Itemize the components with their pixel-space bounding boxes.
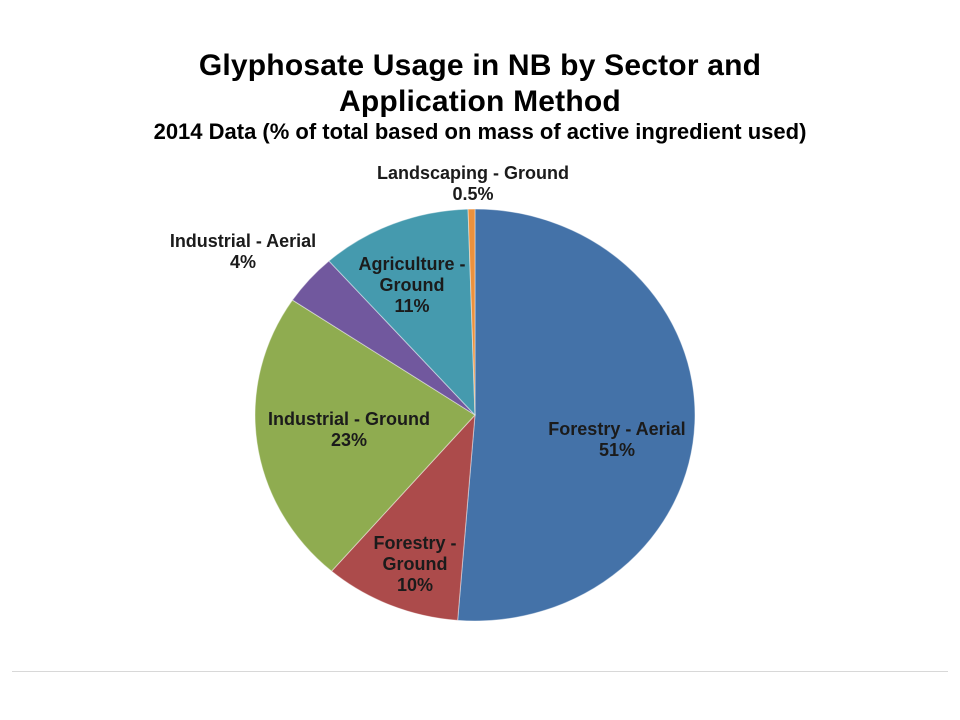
pie-slice-forestry-ground — [330, 413, 476, 621]
pie-slice-landscaping-ground — [467, 208, 476, 416]
pie-label-industrial-aerial: Industrial - Aerial 4% — [170, 231, 316, 273]
pie-label-agriculture-ground: Agriculture - Ground 11% — [358, 254, 465, 317]
pie-label-line: Landscaping - Ground — [377, 163, 569, 183]
pie-label-landscaping-ground: Landscaping - Ground 0.5% — [377, 163, 569, 205]
pie-label-forestry-aerial: Forestry - Aerial 51% — [548, 419, 685, 461]
pie-label-industrial-ground: Industrial - Ground 23% — [268, 409, 430, 451]
pie-label-line: Forestry - — [373, 533, 457, 553]
pie-slice-forestry-aerial — [457, 208, 696, 622]
pie-label-line: Industrial - Ground — [268, 409, 430, 429]
pie-label-line: Ground — [379, 275, 445, 295]
pie-label-line: 0.5% — [452, 184, 494, 204]
pie-label-line: 4% — [229, 252, 256, 272]
pie-label-line: 23% — [330, 430, 368, 450]
pie-label-forestry-ground: Forestry - Ground 10% — [373, 533, 456, 596]
pie-label-line: 51% — [598, 440, 636, 460]
page-title: Glyphosate Usage in NB by Sector and App… — [0, 48, 960, 120]
pie-label-line: Agriculture - — [358, 254, 466, 274]
pie-slice-industrial-aerial — [291, 260, 476, 416]
pie-label-line: 11% — [394, 296, 430, 316]
page-title-line-1: Glyphosate Usage in NB by Sector and — [198, 49, 762, 82]
pie-slice-agriculture-ground — [328, 208, 476, 417]
pie-label-line: Ground — [382, 554, 448, 574]
footer-divider-line — [12, 671, 948, 672]
pie-label-line: 10% — [396, 575, 434, 595]
page-title-line-2: Application Method — [339, 85, 621, 118]
page-subtitle: 2014 Data (% of total based on mass of a… — [153, 119, 807, 144]
pie-label-line: Industrial - Aerial — [169, 231, 317, 251]
pie-slice-industrial-ground — [254, 299, 476, 572]
pie-label-line: Forestry - Aerial — [548, 419, 686, 439]
